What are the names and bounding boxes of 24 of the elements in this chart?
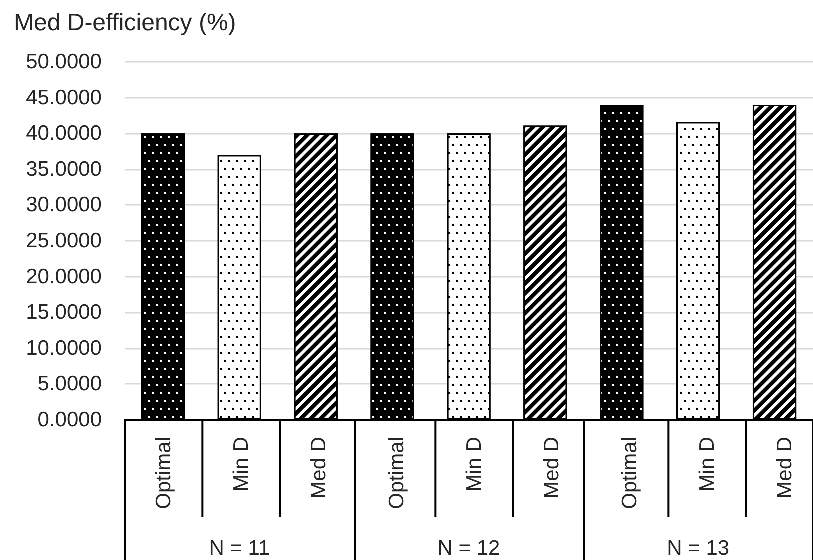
text: Optimal xyxy=(385,437,408,510)
y-tick-label: 0.0000 xyxy=(38,408,102,432)
y-tick-label: 5.0000 xyxy=(38,372,102,396)
text: Med D xyxy=(308,437,331,499)
text: Med D xyxy=(540,437,564,499)
text: Min D xyxy=(696,437,719,492)
text: Min D xyxy=(463,437,486,492)
text: Min D xyxy=(230,437,253,492)
text: Med D xyxy=(774,437,797,499)
y-tick-label: 50.0000 xyxy=(26,50,102,74)
text: Optimal xyxy=(618,437,642,510)
x-tick-label: N = 11 xyxy=(209,537,270,560)
y-tick-label: 35.0000 xyxy=(26,158,102,181)
text: Optimal xyxy=(152,437,176,510)
x-tick-label: N = 13 xyxy=(667,537,730,560)
y-tick-label: 20.0000 xyxy=(26,265,102,288)
y-tick-label: 10.0000 xyxy=(26,336,102,360)
y-tick-label: 25.0000 xyxy=(26,230,102,252)
y-tick-label: 15.0000 xyxy=(26,301,102,324)
y-axis-title: Med D-efficiency (%) xyxy=(14,10,236,36)
x-tick-label: N = 12 xyxy=(438,537,500,560)
y-tick-label: 45.0000 xyxy=(26,86,102,110)
y-tick-label: 40.0000 xyxy=(26,122,102,146)
y-tick-label: 30.0000 xyxy=(26,194,102,217)
